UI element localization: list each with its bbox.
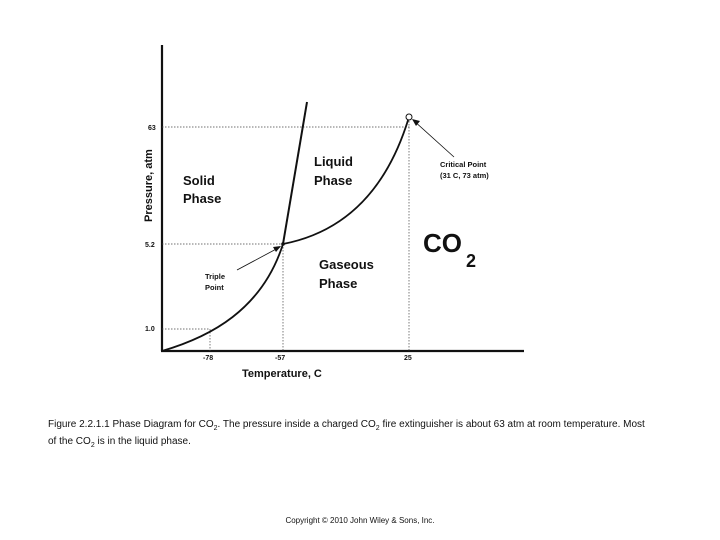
caption-sub-2: 2 <box>375 425 380 432</box>
caption-part-2: . The pressure inside a charged CO <box>217 419 376 430</box>
y-axis-title: Pressure, atm <box>143 149 155 222</box>
caption-part-1: Figure 2.2.1.1 Phase Diagram for CO <box>48 419 214 430</box>
caption-part-4: is in the liquid phase. <box>94 436 191 447</box>
x-tick-25: 25 <box>404 355 412 362</box>
critical-point-label-2: (31 C, 73 atm) <box>440 171 489 180</box>
triple-point-arrowhead <box>273 246 281 252</box>
region-gaseous-label-1: Gaseous <box>319 257 374 272</box>
y-tick-63: 63 <box>148 125 156 132</box>
caption-part-3: fire extinguisher is about 63 atm at roo… <box>48 419 645 447</box>
melting-curve <box>282 101 308 245</box>
x-tick-minus57: -57 <box>275 355 285 362</box>
caption-sub-1: 2 <box>213 425 218 432</box>
triple-point-arrow <box>236 246 281 271</box>
triple-point-label-2: Point <box>205 283 224 292</box>
triple-point-marker <box>281 242 285 246</box>
region-solid-label-2: Phase <box>183 191 221 206</box>
region-solid-label-1: Solid <box>183 173 215 188</box>
phase-diagram: 63 5.2 1.0 -78 -57 25 Pressure, atm Temp… <box>143 45 524 380</box>
caption-sub-3: 2 <box>90 442 95 449</box>
compound-label: CO <box>423 228 462 258</box>
x-axis-title: Temperature, C <box>242 368 322 380</box>
vaporization-curve <box>282 116 410 245</box>
region-gaseous-label-2: Phase <box>319 276 357 291</box>
triple-point-label-1: Triple <box>205 272 225 281</box>
critical-point-arrowhead <box>412 119 420 126</box>
critical-point-marker <box>405 113 413 121</box>
sublimation-curve <box>161 243 284 352</box>
figure-caption: Figure 2.2.1.1 Phase Diagram for CO2. Th… <box>48 418 648 452</box>
x-tick-minus78: -78 <box>203 355 213 362</box>
y-tick-1.0: 1.0 <box>145 326 155 333</box>
region-liquid-label-2: Phase <box>314 173 352 188</box>
y-tick-5.2: 5.2 <box>145 242 155 249</box>
region-liquid-label-1: Liquid <box>314 154 353 169</box>
critical-point-label-1: Critical Point <box>440 160 487 169</box>
compound-subscript: 2 <box>466 251 476 271</box>
critical-point-arrow <box>412 119 455 158</box>
copyright-notice: Copyright © 2010 John Wiley & Sons, Inc. <box>285 516 435 525</box>
